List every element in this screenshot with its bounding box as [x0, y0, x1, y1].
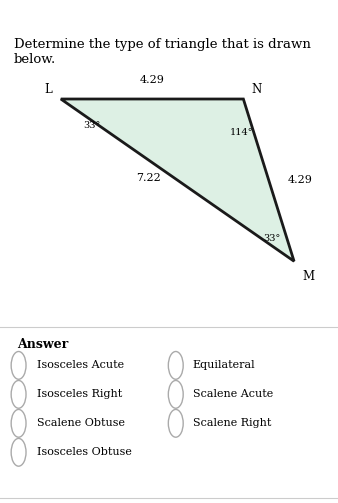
Text: 33°: 33°: [83, 121, 100, 130]
Polygon shape: [61, 99, 294, 261]
Text: Scalene Obtuse: Scalene Obtuse: [37, 418, 125, 429]
Text: 33°: 33°: [263, 234, 281, 242]
Text: Scalene Acute: Scalene Acute: [193, 389, 273, 399]
Ellipse shape: [11, 409, 26, 437]
Text: Equilateral: Equilateral: [193, 360, 255, 370]
Text: 7.22: 7.22: [136, 174, 161, 184]
Text: Determine the type of triangle that is drawn below.: Determine the type of triangle that is d…: [14, 38, 310, 65]
Text: Answer: Answer: [17, 338, 68, 351]
Ellipse shape: [168, 352, 183, 379]
Text: 4.29: 4.29: [287, 175, 312, 185]
Text: N: N: [252, 82, 262, 96]
Text: a deltamath.com: a deltamath.com: [130, 7, 208, 16]
Text: M: M: [303, 270, 315, 283]
Text: Isosceles Right: Isosceles Right: [37, 389, 122, 399]
Text: Isosceles Acute: Isosceles Acute: [37, 360, 124, 370]
Ellipse shape: [168, 380, 183, 408]
Text: 4.29: 4.29: [140, 75, 165, 86]
Ellipse shape: [11, 439, 26, 466]
Text: L: L: [45, 82, 52, 96]
Ellipse shape: [168, 409, 183, 437]
Ellipse shape: [11, 352, 26, 379]
Ellipse shape: [11, 380, 26, 408]
Text: Scalene Right: Scalene Right: [193, 418, 271, 429]
Text: Isosceles Obtuse: Isosceles Obtuse: [37, 447, 132, 457]
Text: 114°: 114°: [230, 128, 254, 137]
